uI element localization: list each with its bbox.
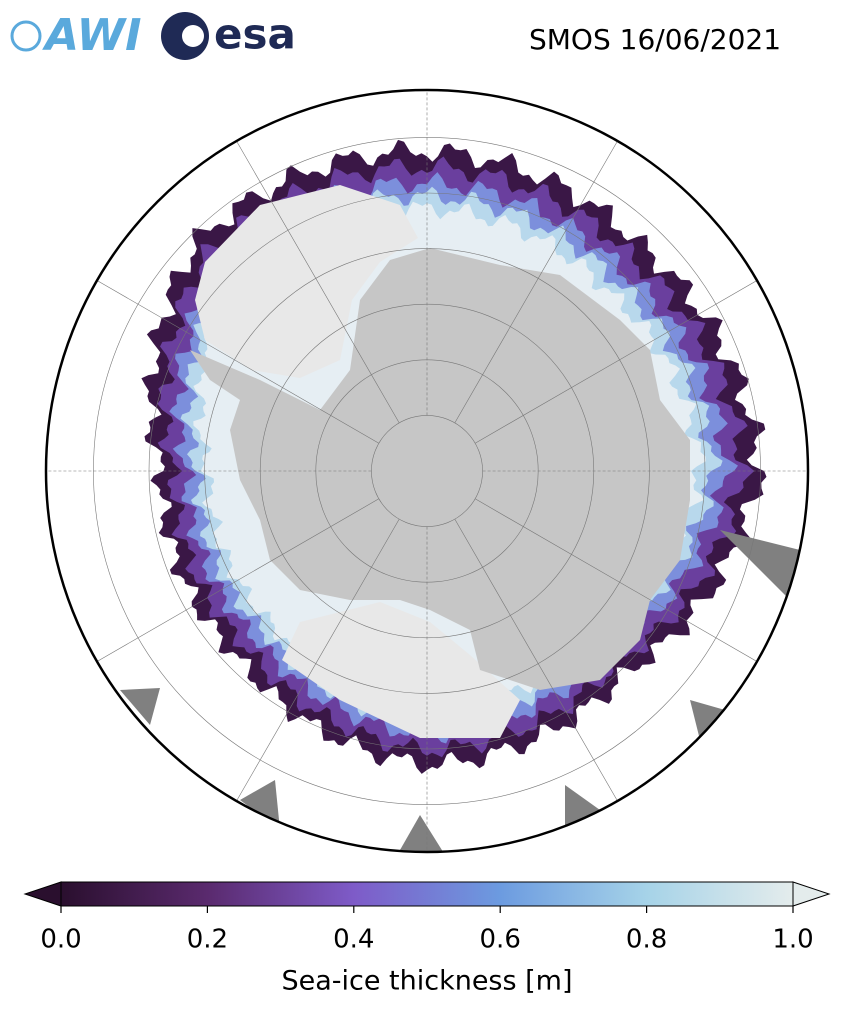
colorbar-tick-label: 1.0 (772, 925, 813, 955)
colorbar-label: Sea-ice thickness [m] (281, 966, 572, 997)
land (400, 815, 445, 852)
awi-globe (10, 20, 42, 52)
colorbar-tick-label: 0.0 (40, 925, 81, 955)
sea-ice-ross (282, 602, 520, 738)
land (120, 688, 160, 725)
colorbar-tick-label: 0.6 (480, 925, 521, 955)
graticule (475, 498, 765, 667)
graticule (231, 133, 400, 423)
colorbar: Sea-ice thickness [m] 0.0 0.2 0.4 0.6 0.8 1.0 (23, 881, 831, 997)
antarctica (190, 248, 690, 690)
graticule (231, 519, 400, 809)
logos: AWI esa (10, 10, 296, 61)
awi-logo: AWI (42, 10, 142, 61)
colorbar-bar (60, 881, 794, 907)
graticule (454, 133, 623, 423)
land (565, 785, 600, 830)
esa-emblem-inner (182, 25, 204, 47)
colorbar-extend-high (792, 881, 831, 907)
map-frame (44, 88, 810, 854)
esa-logo: esa (214, 10, 296, 59)
graticule (89, 275, 379, 444)
title: SMOS 16/06/2021 (529, 23, 781, 56)
colorbar-extend-low (23, 881, 62, 907)
graticule (475, 275, 765, 444)
map (46, 90, 808, 852)
land (720, 530, 800, 600)
land (690, 700, 725, 740)
graticule (454, 519, 623, 809)
graticule (89, 498, 379, 667)
colorbar-tick-label: 0.8 (626, 925, 667, 955)
sea-ice-weddell (195, 185, 418, 378)
colorbar-tick-label: 0.4 (333, 925, 374, 955)
colorbar-tick-label: 0.2 (187, 925, 228, 955)
